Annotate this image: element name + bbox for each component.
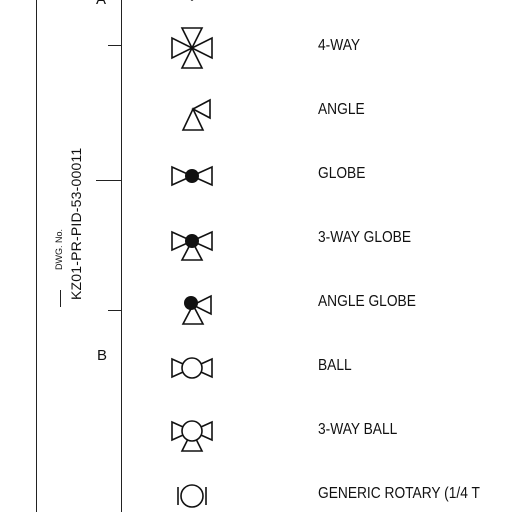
zone-letter-a: A: [96, 0, 106, 8]
dwg-number-label: DWG. No.: [54, 228, 64, 270]
legend-label-ball: BALL: [318, 357, 352, 374]
3-way-globe-valve-icon: [171, 230, 213, 261]
zone-tick-middle: [96, 180, 121, 181]
4-way-valve-icon: [171, 27, 213, 69]
legend-label-angle-globe: ANGLE GLOBE: [318, 293, 416, 310]
zone-tick-top: [108, 45, 121, 46]
legend-label-3-way-ball: 3-WAY BALL: [318, 421, 398, 438]
legend-label-3-way-globe: 3-WAY GLOBE: [318, 229, 412, 246]
dwg-separator-line: [60, 290, 61, 307]
zone-letter-b: B: [97, 347, 108, 364]
legend-label-globe: GLOBE: [318, 165, 366, 182]
partial-valve-icon: [190, 0, 194, 1]
zone-column-line: [121, 0, 122, 512]
3-way-ball-valve-icon: [171, 420, 213, 452]
drawing-number: KZ01-PR-PID-53-00011: [68, 147, 84, 300]
ball-valve-icon: [171, 357, 213, 379]
outer-border-line: [36, 0, 37, 512]
zone-tick-bottom: [108, 310, 121, 311]
legend-label-4-way: 4-WAY: [318, 37, 361, 54]
angle-valve-icon: [181, 98, 211, 131]
globe-valve-icon: [171, 165, 213, 187]
generic-rotary-valve-icon: [177, 484, 207, 508]
angle-globe-valve-icon: [181, 294, 212, 325]
legend-label-generic-rotary: GENERIC ROTARY (1/4 T: [318, 485, 480, 502]
legend-label-angle: ANGLE: [318, 101, 365, 118]
